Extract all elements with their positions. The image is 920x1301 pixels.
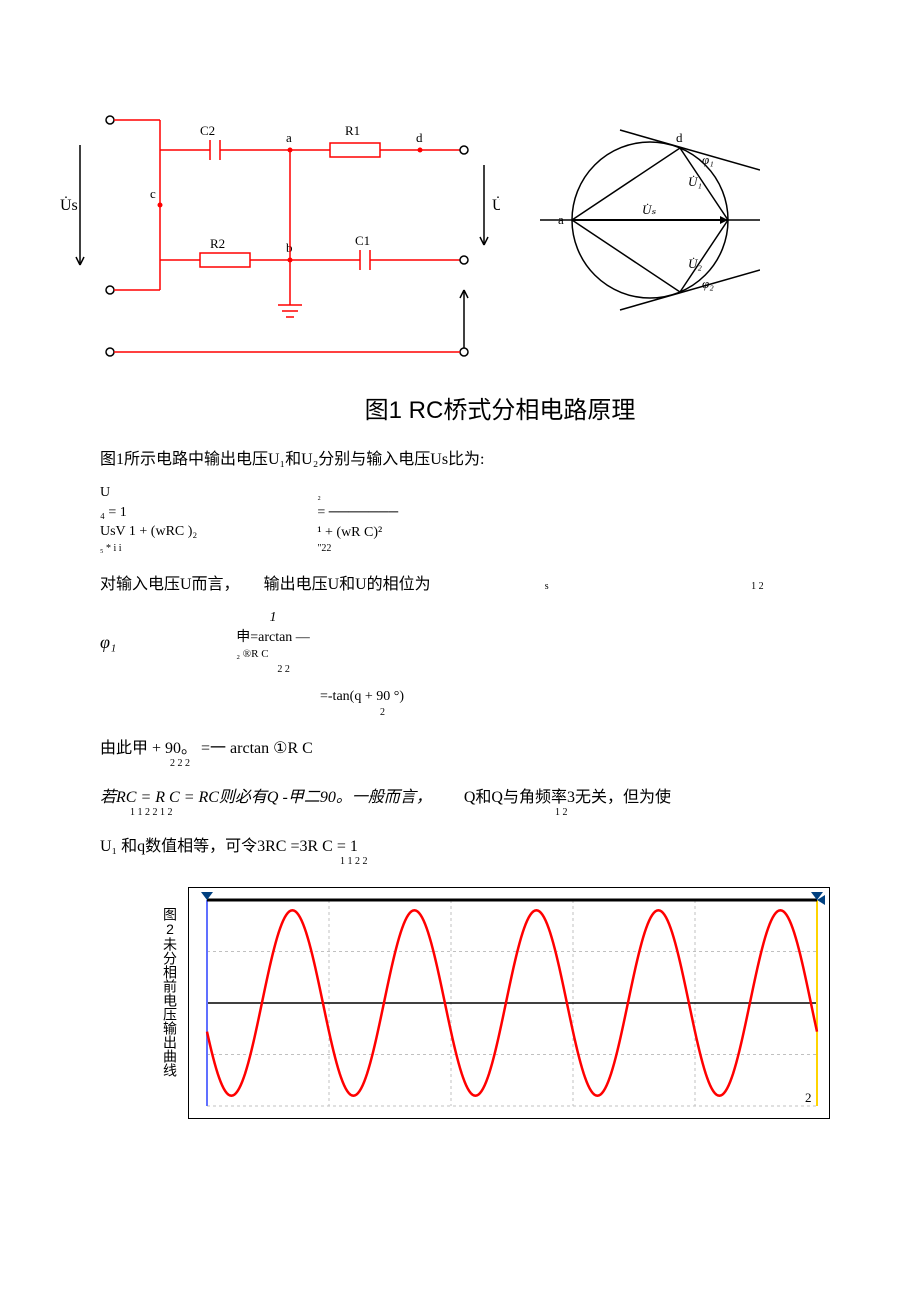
svg-text:φ₁: φ₁: [702, 152, 714, 167]
p4-b-sub: 1 2: [175, 807, 568, 818]
formula-2-r1: 1: [236, 608, 310, 628]
svg-text:φ₂: φ₂: [702, 276, 714, 291]
formula-1-right-0: ₂: [317, 489, 398, 503]
svg-text:C2: C2: [200, 123, 215, 138]
svg-text:C1: C1: [355, 233, 370, 248]
formula-1-left-1: U: [100, 483, 197, 503]
figure-2-row: 图2未分相前电压输出曲线 2: [160, 887, 860, 1119]
paragraph-3: 由此甲 + 90。 =一 arctan ①R C 2 2 2: [100, 734, 820, 769]
svg-text:2: 2: [805, 1090, 812, 1105]
formula-2-r3: ₂ ®R C: [236, 647, 310, 662]
formula-3-main: =-tan(q + 90 °): [320, 687, 820, 707]
svg-text:R2: R2: [210, 236, 225, 251]
formula-1-left-4: ₅ * i i: [100, 542, 197, 556]
p2-a-sub: s: [545, 581, 549, 592]
svg-text:d: d: [676, 130, 683, 145]
oscope-svg: 2: [189, 888, 829, 1118]
phasor-svg: d a U̇₁ U̇₂ U̇ₛ φ₁ φ₂: [540, 120, 760, 320]
p4-a-sub: 1 1 2 2 1 2: [100, 807, 173, 818]
svg-text:U̇s: U̇s: [60, 196, 78, 214]
phasor-diagram: d a U̇₁ U̇₂ U̇ₛ φ₁ φ₂: [540, 120, 760, 320]
figure-2-label: 图2未分相前电压输出曲线: [160, 907, 180, 1077]
svg-text:U̇ₛ: U̇ₛ: [642, 202, 656, 217]
formula-1-left-2: ₄ = 1: [100, 503, 197, 523]
svg-text:a: a: [558, 212, 564, 227]
formula-2: φ₁ 1 申=arctan — ₂ ®R C 2 2: [100, 608, 820, 677]
p2-a: 对输入电压U而言，: [100, 576, 240, 593]
circuit-diagram: U̇sC2aR1dcR2bC1U̇: [60, 90, 500, 380]
paragraph-5: U₁ 和q数值相等，可令3RC =3R C = 1 1 1 2 2: [100, 832, 820, 867]
figure-1-row: U̇sC2aR1dcR2bC1U̇ daU̇₁U̇₂U̇ₛφ₁φ₂: [60, 90, 860, 380]
formula-1-right-3: "22: [317, 542, 398, 556]
formula-1-left-3: UsV 1 + (wRC )₂: [100, 522, 197, 542]
svg-text:R1: R1: [345, 123, 360, 138]
svg-text:c: c: [150, 186, 156, 201]
p3-main: 由此甲 + 90。 =一 arctan ①R C: [100, 740, 313, 757]
p5-main: U₁ 和q数值相等，可令3RC =3R C = 1: [100, 838, 358, 855]
svg-text:a: a: [286, 130, 292, 145]
formula-3-sub: 2: [320, 706, 820, 720]
formula-3: =-tan(q + 90 °) 2: [100, 687, 820, 721]
formula-1: U ₄ = 1 UsV 1 + (wRC )₂ ₅ * i i ₂ = ────…: [100, 483, 820, 556]
svg-text:U̇: U̇: [492, 196, 500, 214]
formula-1-right-1: = ───────: [317, 503, 398, 523]
svg-text:d: d: [416, 130, 423, 145]
paragraph-1: 图1所示电路中输出电压U₁和U₂分别与输入电压Us比为:: [100, 445, 820, 469]
oscilloscope-chart: 2: [188, 887, 830, 1119]
p4-b: Q和Q与角频率3无关，但为使: [464, 789, 671, 806]
paragraph-4: 若RC = R C = RC则必有Q -甲二90。一般而言， Q和Q与角频率3无…: [100, 783, 820, 818]
p2-b: 输出电压U和U的相位为: [264, 576, 431, 593]
p4-a: 若RC = R C = RC则必有Q -甲二90。一般而言，: [100, 789, 432, 806]
circuit-svg: U̇sC2aR1dcR2bC1U̇: [60, 90, 500, 380]
paragraph-2: 对输入电压U而言， 输出电压U和U的相位为 s 1 2: [100, 570, 820, 594]
formula-2-phi1: φ₁: [100, 630, 116, 655]
p5-sub: 1 1 2 2: [100, 856, 820, 867]
p2-b-sub: 1 2: [551, 581, 764, 592]
formula-1-right-2: ¹ + (wR C)²: [317, 523, 398, 543]
formula-2-r4: 2 2: [236, 663, 310, 677]
svg-text:U̇₁: U̇₁: [688, 174, 702, 189]
formula-2-r2: 申=arctan —: [236, 628, 310, 648]
figure-1-caption: 图1 RC桥式分相电路原理: [60, 390, 860, 425]
p3-sub: 2 2 2: [100, 758, 820, 769]
svg-text:U̇₂: U̇₂: [688, 256, 702, 271]
